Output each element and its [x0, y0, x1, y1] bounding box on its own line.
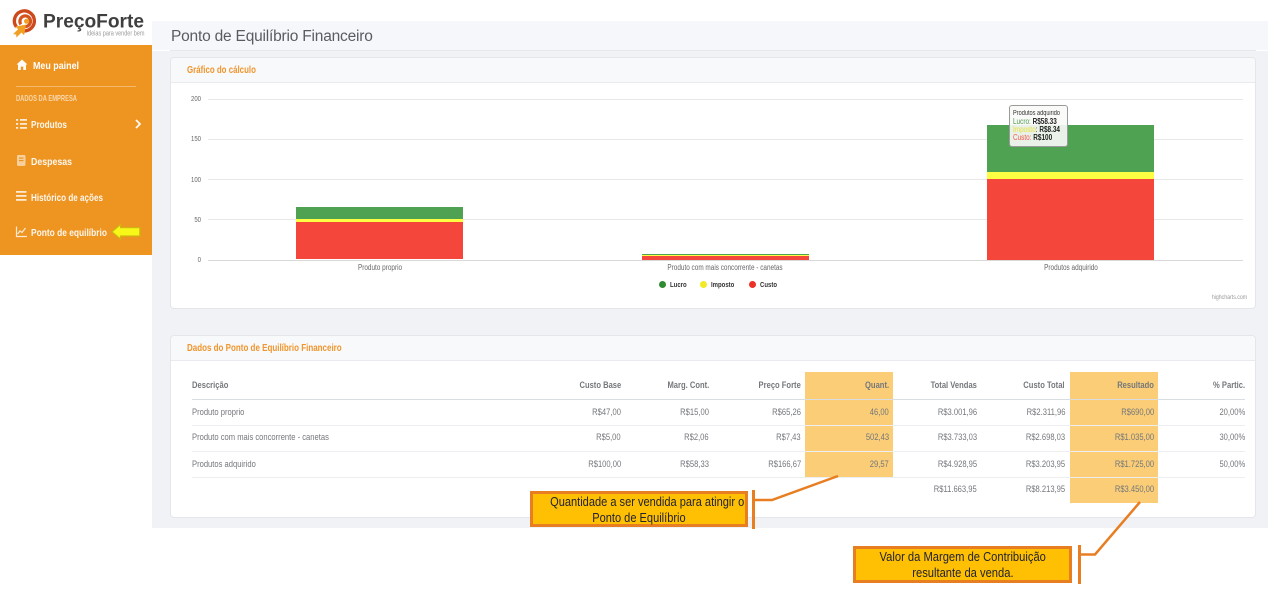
svg-text:PreçoForte: PreçoForte	[43, 12, 144, 33]
svg-text:Ideias para vender bem: Ideias para vender bem	[87, 29, 145, 38]
svg-text:Meu painel: Meu painel	[33, 60, 79, 72]
svg-text:Produtos: Produtos	[31, 119, 67, 131]
svg-text:Ponto de equilíbrio: Ponto de equilíbrio	[31, 227, 107, 239]
svg-text:Despesas: Despesas	[31, 156, 72, 168]
svg-text:Histórico de ações: Histórico de ações	[31, 192, 103, 204]
svg-text:DADOS DA EMPRESA: DADOS DA EMPRESA	[16, 93, 77, 103]
